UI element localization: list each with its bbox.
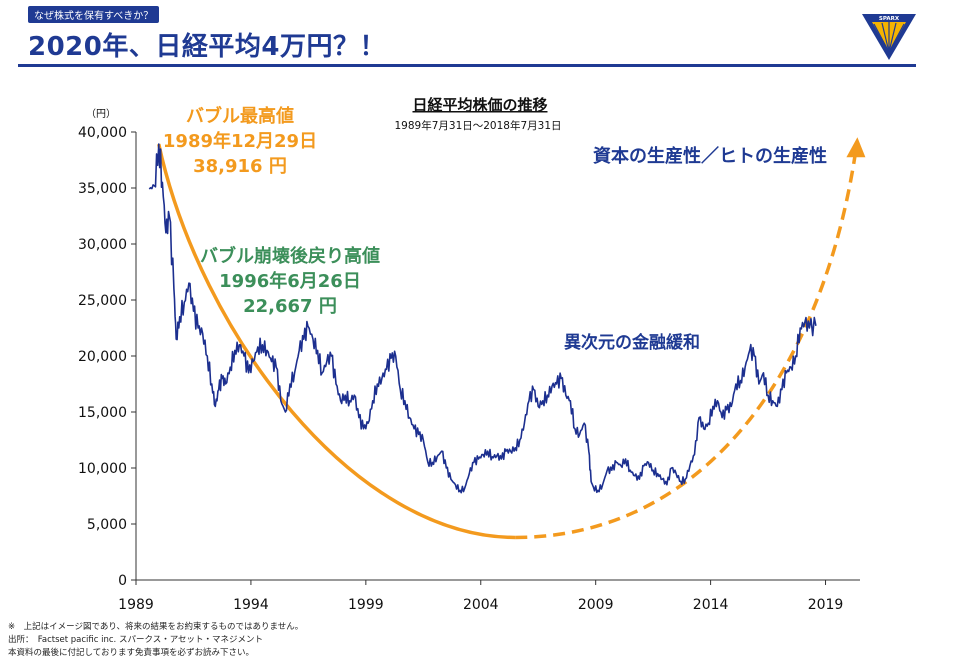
y-tick-label: 15,000 — [78, 405, 127, 421]
series-line — [148, 143, 817, 494]
x-tick-label: 1999 — [348, 597, 384, 613]
page-title: 2020年、日経平均4万円？！ — [28, 32, 386, 62]
trend-solid — [157, 143, 516, 540]
chart-title: 日経平均株価の推移 — [412, 96, 547, 114]
peak-annotation: 1989年12月29日 — [163, 130, 317, 152]
trend-arrowhead — [846, 137, 866, 158]
y-axis-unit: （円） — [86, 108, 116, 120]
title-underline — [18, 64, 916, 67]
nikkei-series-line — [148, 143, 817, 494]
y-tick-label: 0 — [118, 573, 127, 589]
tick-labels: 0 5,000 10,000 15,000 20,000 25,000 30,000 35,0… — [78, 125, 843, 613]
y-tick-label: 35,000 — [78, 181, 127, 197]
sparx-logo: SPARX — [862, 14, 916, 60]
y-tick-label: 20,000 — [78, 349, 127, 365]
y-tick-label: 30,000 — [78, 237, 127, 253]
section-tag: なぜ株式を保有すべきか？ — [28, 6, 160, 23]
rebound-annotation: 1996年6月26日 — [219, 270, 361, 292]
x-tick-label: 1989 — [118, 597, 154, 613]
y-tick-label: 5,000 — [87, 517, 127, 533]
peak-annotation: 38,916 円 — [193, 156, 287, 177]
y-tick-label: 10,000 — [78, 461, 127, 477]
x-tick-label: 1994 — [233, 597, 269, 613]
footnote-disclaimer: ※ 上記はイメージ図であり、将来の結果をお約束するものではありません。 — [8, 622, 304, 632]
x-tick-label: 2009 — [578, 597, 614, 613]
x-tick-label: 2019 — [808, 597, 844, 613]
y-tick-label: 25,000 — [78, 293, 127, 309]
footnote-source: 出所： Factset pacific inc. スパークス・アセット・マネジメ… — [8, 635, 264, 645]
rebound-annotation: 22,667 円 — [243, 296, 337, 317]
footnote-notice: 本資料の最後に付記しております免責事項を必ずお読み下さい。 — [8, 648, 254, 658]
target-annotation: 資本の生産性／ヒトの生産性 — [593, 145, 827, 167]
trend-dashed — [515, 152, 858, 540]
chart-subtitle: 1989年7月31日～2018年7月31日 — [394, 119, 561, 132]
y-tick-label: 40,000 — [78, 125, 127, 141]
rebound-annotation: バブル崩壊後戻り高値 — [200, 245, 380, 267]
peak-annotation: バブル最高値 — [186, 105, 294, 127]
x-tick-label: 2014 — [693, 597, 729, 613]
x-tick-label: 2004 — [463, 597, 499, 613]
logo-text: SPARX — [879, 16, 900, 22]
easing-annotation: 異次元の金融緩和 — [564, 332, 700, 353]
trend-curve — [157, 137, 866, 540]
